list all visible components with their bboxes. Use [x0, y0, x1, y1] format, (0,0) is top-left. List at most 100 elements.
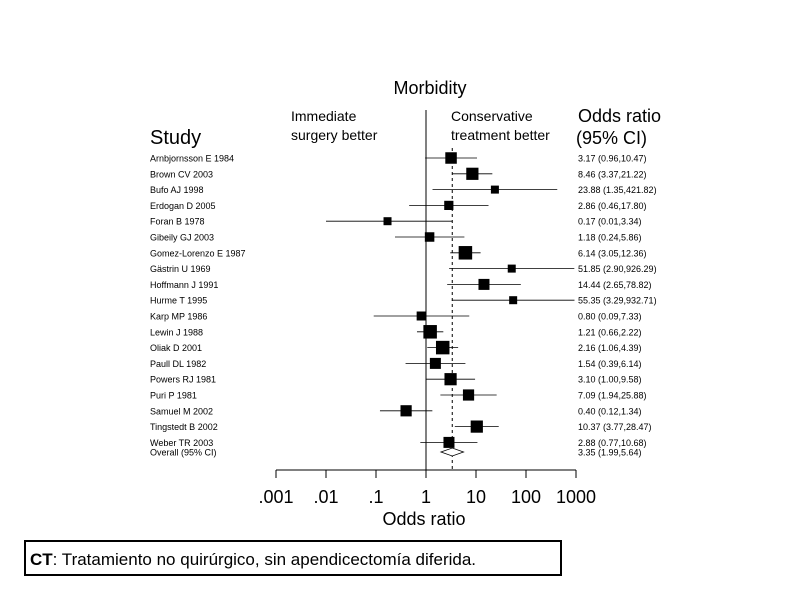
odds-ratio-value: 51.85 (2.90,926.29) [578, 264, 657, 274]
study-name: Gästrin U 1969 [150, 264, 211, 274]
study-name: Foran B 1978 [150, 217, 205, 227]
odds-ratio-value: 2.86 (0.46,17.80) [578, 201, 647, 211]
study-row: Samuel M 2002 0.40 (0.12,1.34) [150, 405, 642, 417]
study-name: Karp MP 1986 [150, 312, 207, 322]
odds-ratio-value: 1.21 (0.66,2.22) [578, 327, 642, 337]
study-row: Hurme T 1995 55.35 (3.29,932.71) [150, 296, 657, 306]
odds-ratio-value: 2.88 (0.77,10.68) [578, 438, 647, 448]
study-row: Gästrin U 1969 51.85 (2.90,926.29) [150, 264, 657, 274]
left-header-line-2: surgery better [291, 127, 378, 143]
study-column-header: Study [150, 127, 201, 149]
odds-ratio-value: 23.88 (1.35,421.82) [578, 185, 657, 195]
study-name: Weber TR 2003 [150, 438, 213, 448]
point-estimate [445, 152, 457, 164]
x-tick-label: .1 [368, 487, 383, 507]
left-header-line-1: Immediate [291, 108, 357, 124]
right-header-line-1: Conservative [451, 108, 533, 124]
study-name: Arnbjornsson E 1984 [150, 154, 234, 164]
footnote-box: CT: Tratamiento no quirúrgico, sin apend… [24, 540, 562, 576]
odds-ratio-value: 1.54 (0.39,6.14) [578, 359, 642, 369]
forest-plot: Morbidity Immediate surgery better Conse… [150, 78, 661, 529]
study-row: Foran B 1978 0.17 (0.01,3.34) [150, 217, 642, 227]
point-estimate [462, 389, 475, 401]
study-row: Oliak D 2001 2.16 (1.06,4.39) [150, 340, 642, 355]
right-header-line-2: treatment better [451, 127, 550, 143]
overall-label: Overall (95% CI) [150, 448, 217, 458]
odds-ratio-header-line-2: (95% CI) [576, 128, 647, 148]
x-tick-label: 1 [421, 487, 431, 507]
x-tick-label: .001 [258, 487, 293, 507]
study-row: Karp MP 1986 0.80 (0.09,7.33) [150, 311, 642, 322]
odds-ratio-header-line-1: Odds ratio [578, 106, 661, 126]
study-name: Gomez-Lorenzo E 1987 [150, 248, 246, 258]
overall-value: 3.35 (1.99,5.64) [578, 448, 642, 458]
odds-ratio-value: 6.14 (3.05,12.36) [578, 248, 647, 258]
study-row: Puri P 1981 7.09 (1.94,25.88) [150, 389, 647, 401]
odds-ratio-value: 0.80 (0.09,7.33) [578, 312, 642, 322]
footnote-abbreviation: CT [30, 550, 53, 569]
study-row: Tingstedt B 2002 10.37 (3.77,28.47) [150, 420, 652, 433]
point-estimate [416, 311, 426, 321]
chart-title: Morbidity [393, 78, 466, 98]
point-estimate [443, 436, 455, 448]
odds-ratio-value: 8.46 (3.37,21.22) [578, 169, 647, 179]
odds-ratio-value: 14.44 (2.65,78.82) [578, 280, 652, 290]
study-row: Brown CV 2003 8.46 (3.37,21.22) [150, 167, 647, 180]
odds-ratio-value: 7.09 (1.94,25.88) [578, 391, 647, 401]
study-row: Erdogan D 2005 2.86 (0.46,17.80) [150, 200, 647, 211]
odds-ratio-value: 3.17 (0.96,10.47) [578, 154, 647, 164]
study-name: Oliak D 2001 [150, 343, 202, 353]
study-name: Brown CV 2003 [150, 169, 213, 179]
study-row: Hoffmann J 1991 14.44 (2.65,78.82) [150, 278, 652, 290]
study-row: Weber TR 2003 2.88 (0.77,10.68) [150, 436, 647, 448]
point-estimate [423, 325, 437, 339]
study-row: Powers RJ 1981 3.10 (1.00,9.58) [150, 373, 642, 386]
x-tick-label: .01 [313, 487, 338, 507]
study-name: Lewin J 1988 [150, 327, 203, 337]
odds-ratio-value: 0.17 (0.01,3.34) [578, 217, 642, 227]
study-name: Tingstedt B 2002 [150, 422, 218, 432]
point-estimate [507, 264, 516, 273]
odds-ratio-value: 3.10 (1.00,9.58) [578, 375, 642, 385]
point-estimate [490, 185, 499, 194]
study-name: Puri P 1981 [150, 391, 197, 401]
point-estimate [458, 246, 473, 260]
odds-ratio-value: 10.37 (3.77,28.47) [578, 422, 652, 432]
point-estimate [478, 278, 490, 290]
study-name: Gibeily GJ 2003 [150, 233, 214, 243]
study-name: Bufo AJ 1998 [150, 185, 204, 195]
odds-ratio-value: 2.16 (1.06,4.39) [578, 343, 642, 353]
overall-row: Overall (95% CI) 3.35 (1.99,5.64) [150, 448, 642, 458]
x-tick-label: 10 [466, 487, 486, 507]
study-row: Lewin J 1988 1.21 (0.66,2.22) [150, 325, 642, 339]
overall-diamond [439, 447, 465, 457]
point-estimate [509, 296, 518, 305]
odds-ratio-value: 0.40 (0.12,1.34) [578, 406, 642, 416]
study-row: Bufo AJ 1998 23.88 (1.35,421.82) [150, 185, 657, 195]
x-tick-label: 1000 [556, 487, 596, 507]
study-name: Erdogan D 2005 [150, 201, 216, 211]
point-estimate [466, 167, 479, 180]
study-name: Samuel M 2002 [150, 406, 213, 416]
odds-ratio-value: 55.35 (3.29,932.71) [578, 296, 657, 306]
point-estimate [383, 217, 392, 226]
point-estimate [444, 373, 457, 386]
point-estimate [400, 405, 412, 417]
study-name: Powers RJ 1981 [150, 375, 216, 385]
study-row: Arnbjornsson E 1984 3.17 (0.96,10.47) [150, 152, 647, 164]
point-estimate [444, 200, 454, 210]
x-tick-label: 100 [511, 487, 541, 507]
study-row: Paull DL 1982 1.54 (0.39,6.14) [150, 357, 642, 369]
study-name: Paull DL 1982 [150, 359, 206, 369]
odds-ratio-value: 1.18 (0.24,5.86) [578, 233, 642, 243]
point-estimate [429, 357, 441, 369]
study-name: Hurme T 1995 [150, 296, 207, 306]
study-row: Gibeily GJ 2003 1.18 (0.24,5.86) [150, 232, 642, 243]
study-row: Gomez-Lorenzo E 1987 6.14 (3.05,12.36) [150, 246, 647, 260]
point-estimate [435, 340, 450, 355]
footnote-text: : Tratamiento no quirúrgico, sin apendic… [52, 550, 477, 569]
point-estimate [424, 232, 435, 242]
x-axis-title: Odds ratio [382, 509, 465, 529]
study-name: Hoffmann J 1991 [150, 280, 218, 290]
